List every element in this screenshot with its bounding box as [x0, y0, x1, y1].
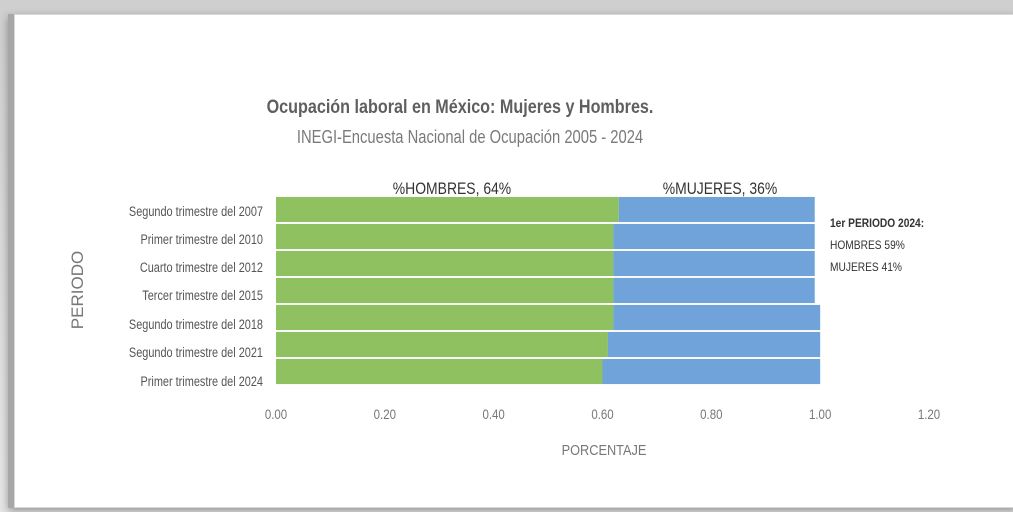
bar-hombres [276, 250, 614, 277]
annotation-heading: 1er PERIODO 2024: [830, 216, 925, 230]
annotation-line-mujeres: MUJERES 41% [830, 260, 902, 274]
bar-mujeres [613, 304, 821, 331]
category-label: Cuarto trimestre del 2012 [140, 260, 263, 276]
x-tick-label: 1.20 [918, 406, 940, 422]
category-label: Primer trimestre del 2024 [140, 374, 263, 390]
bar-mujeres [613, 277, 815, 304]
bar-hombres [276, 304, 614, 331]
x-tick-label: 0.60 [591, 406, 613, 422]
x-tick-label: 1.00 [809, 406, 831, 422]
category-label: Segundo trimestre del 2018 [129, 317, 263, 333]
bar-hombres [276, 277, 614, 304]
category-label: Segundo trimestre del 2007 [129, 204, 263, 220]
series-label-mujeres: %MUJERES, 36% [663, 180, 778, 199]
y-axis-title: PERIODO [68, 251, 87, 329]
chart-subtitle: INEGI-Encuesta Nacional de Ocupación 200… [296, 127, 644, 147]
series-label-hombres: %HOMBRES, 64% [393, 180, 512, 199]
category-label: Primer trimestre del 2010 [140, 232, 263, 248]
x-tick-label: 0.40 [482, 406, 504, 422]
x-tick-label: 0.20 [374, 406, 396, 422]
annotation-box: 1er PERIODO 2024: HOMBRES 59% MUJERES 41… [830, 212, 924, 278]
x-axis-title: PORCENTAJE [562, 441, 647, 458]
bar-mujeres [618, 196, 815, 223]
bar-mujeres [607, 331, 821, 358]
x-tick-label: 0.00 [265, 406, 287, 422]
bar-hombres [276, 331, 608, 358]
bar-mujeres [613, 223, 815, 250]
bar-hombres [276, 223, 614, 250]
bar-hombres [276, 358, 603, 385]
annotation-line-hombres: HOMBRES 59% [830, 238, 905, 252]
bar-hombres [276, 196, 619, 223]
x-tick-label: 0.80 [700, 406, 722, 422]
category-label: Tercer trimestre del 2015 [142, 288, 263, 304]
bar-mujeres [602, 358, 821, 385]
chart-title: Ocupación laboral en México: Mujeres y H… [266, 97, 654, 118]
bar-mujeres [613, 250, 815, 277]
category-label: Segundo trimestre del 2021 [129, 345, 263, 361]
